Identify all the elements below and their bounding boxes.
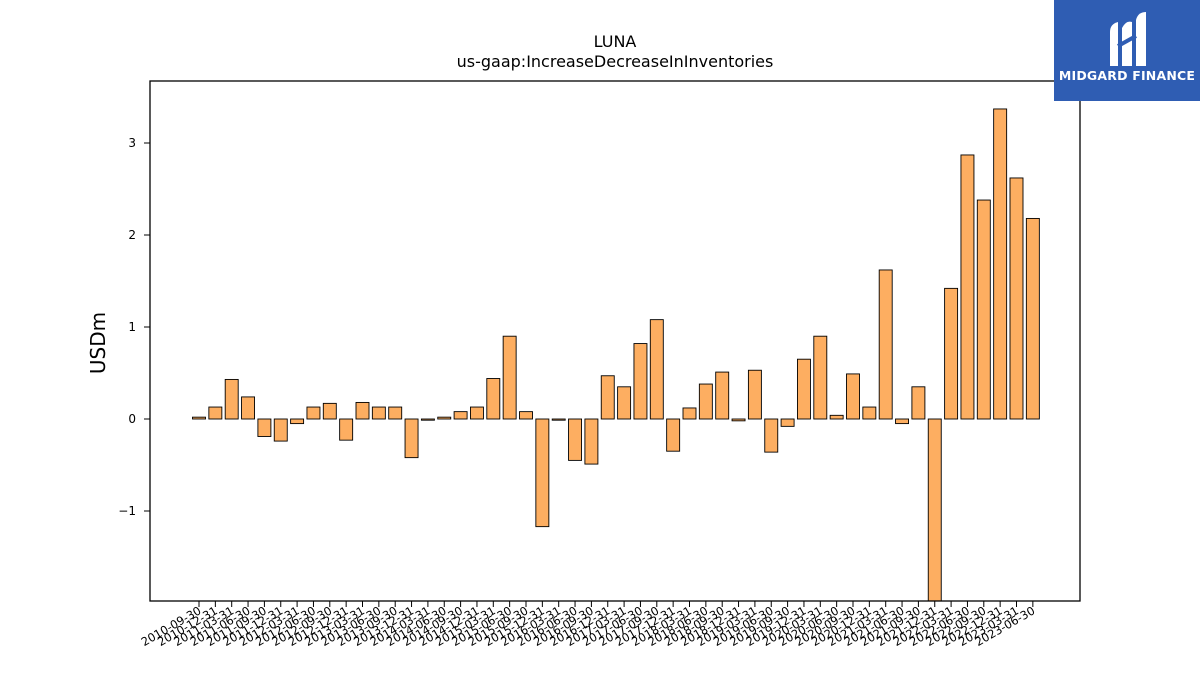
bar-2017-09-30 bbox=[649, 319, 664, 420]
bar-2022-12-31 bbox=[993, 108, 1008, 420]
logo-text: MIDGARD FINANCE bbox=[1058, 68, 1196, 83]
bar-2013-03-31 bbox=[355, 401, 370, 420]
bar-2021-03-31 bbox=[878, 269, 893, 420]
bar-2016-06-30 bbox=[568, 418, 582, 461]
y-tick-label: 2 bbox=[128, 228, 136, 242]
x-axis-ticks: 2010-09-302010-12-312011-03-312011-06-30… bbox=[139, 601, 1037, 649]
midgard-logo-icon bbox=[1110, 12, 1146, 67]
y-tick-label: 0 bbox=[128, 412, 136, 426]
y-axis-ticks: −1 0 1 2 3 bbox=[118, 136, 150, 518]
plot-frame bbox=[149, 80, 1081, 602]
bar-2019-06-30 bbox=[764, 418, 779, 453]
bar-2013-12-31 bbox=[404, 418, 419, 459]
bar-2023-03-31 bbox=[1009, 177, 1024, 420]
bar-2020-12-31 bbox=[862, 406, 877, 420]
bar-2011-12-31 bbox=[273, 418, 288, 442]
bar-2022-06-30 bbox=[960, 154, 975, 420]
bar-2020-06-30 bbox=[829, 414, 844, 420]
bar-2011-06-30 bbox=[241, 396, 256, 420]
bar-2016-09-30 bbox=[584, 418, 599, 465]
bar-2015-06-30 bbox=[502, 335, 517, 420]
bar-2011-09-30 bbox=[257, 418, 272, 437]
bar-2012-09-30 bbox=[322, 402, 337, 420]
bar-2018-12-31 bbox=[731, 418, 746, 422]
bar-2013-06-30 bbox=[371, 406, 386, 420]
bar-2017-03-31 bbox=[617, 386, 632, 420]
bar-2013-09-30 bbox=[388, 406, 403, 420]
bar-2021-09-30 bbox=[911, 386, 926, 420]
bar-2016-12-31 bbox=[600, 375, 615, 420]
bar-2019-09-30 bbox=[780, 418, 795, 427]
bar-2015-09-30 bbox=[519, 411, 533, 420]
bar-2023-06-30 bbox=[1025, 217, 1040, 420]
bar-2015-12-31 bbox=[535, 418, 550, 528]
bar-2017-06-30 bbox=[633, 343, 648, 420]
bar-2022-09-30 bbox=[976, 199, 991, 420]
bar-2020-09-30 bbox=[846, 373, 860, 420]
bar-2010-12-31 bbox=[208, 406, 223, 420]
bar-2012-03-31 bbox=[290, 418, 305, 425]
bar-2022-03-31 bbox=[944, 287, 959, 420]
bar-2011-03-31 bbox=[224, 378, 239, 420]
bar-2010-09-30 bbox=[192, 416, 206, 420]
bar-2017-12-31 bbox=[666, 418, 681, 452]
bar-2019-03-31 bbox=[747, 369, 762, 420]
y-tick-label: −1 bbox=[118, 504, 136, 518]
bar-2021-12-31 bbox=[927, 418, 942, 602]
bar-2020-03-31 bbox=[813, 335, 828, 420]
bar-2012-06-30 bbox=[306, 406, 321, 420]
bar-2014-06-30 bbox=[437, 416, 452, 420]
y-tick-label: 1 bbox=[128, 320, 136, 334]
bar-2018-03-31 bbox=[682, 407, 697, 420]
y-axis-label: USDm bbox=[86, 311, 110, 375]
y-tick-label: 3 bbox=[128, 136, 136, 150]
bar-2014-03-31 bbox=[420, 418, 435, 421]
chart-title: LUNA bbox=[593, 32, 637, 51]
bars-group bbox=[192, 108, 1040, 602]
bar-2015-03-31 bbox=[486, 378, 501, 420]
bar-2014-12-31 bbox=[470, 406, 484, 420]
bar-2021-06-30 bbox=[895, 418, 909, 425]
bar-2018-06-30 bbox=[698, 383, 713, 420]
midgard-finance-logo: MIDGARD FINANCE bbox=[1054, 0, 1200, 101]
bar-2018-09-30 bbox=[715, 371, 730, 420]
chart-subtitle: us-gaap:IncreaseDecreaseInInventories bbox=[456, 52, 774, 71]
bar-2019-12-31 bbox=[797, 358, 811, 420]
bar-2012-12-31 bbox=[339, 418, 354, 441]
bar-2014-09-30 bbox=[453, 411, 468, 420]
bar-2016-03-31 bbox=[551, 418, 566, 421]
